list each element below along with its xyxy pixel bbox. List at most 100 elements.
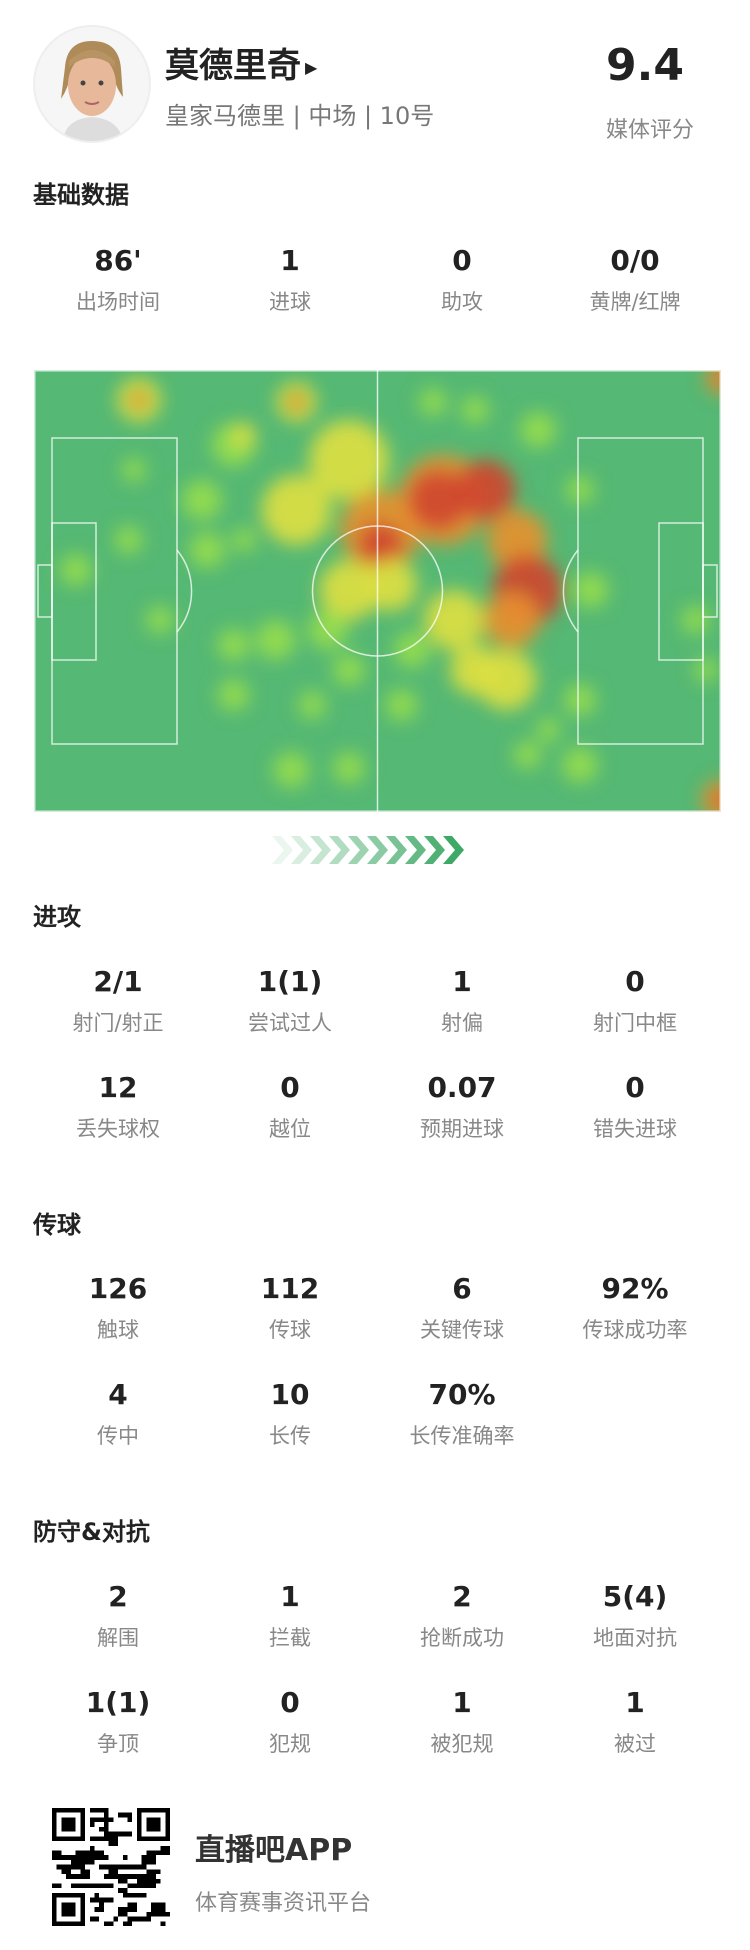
heat-spot xyxy=(146,606,174,634)
stat-value: 4 xyxy=(108,1378,128,1411)
stat-item: 1 拦截 xyxy=(204,1578,376,1652)
heat-spot xyxy=(365,559,417,611)
heat-spot xyxy=(713,792,721,808)
stat-value: 1 xyxy=(452,965,472,998)
stat-label: 争顶 xyxy=(97,1732,139,1756)
chevron-right-icon xyxy=(310,836,331,864)
stat-value: 1 xyxy=(625,1686,645,1719)
heat-spot xyxy=(455,460,516,520)
stat-value: 12 xyxy=(98,1071,138,1104)
stat-item: 112 传球 xyxy=(204,1270,376,1344)
stat-value: 126 xyxy=(88,1272,148,1305)
stat-value: 1 xyxy=(452,1686,472,1719)
stat-label: 被犯规 xyxy=(430,1732,494,1756)
stat-label: 丢失球权 xyxy=(76,1117,160,1141)
heat-spot xyxy=(189,532,226,568)
stat-item: 0 助攻 xyxy=(376,242,548,316)
section-title-passing: 传球 xyxy=(33,1211,81,1239)
stat-item: 0 射门中框 xyxy=(549,963,721,1037)
heat-spot xyxy=(288,394,305,410)
stat-item: 0 犯规 xyxy=(204,1684,376,1758)
stat-value: 2/1 xyxy=(93,965,143,998)
stat-value: 10 xyxy=(270,1378,310,1411)
stat-label: 错失进球 xyxy=(593,1117,677,1141)
app-slogan: 体育赛事资讯平台 xyxy=(195,1891,372,1916)
stat-value: 5(4) xyxy=(602,1580,668,1613)
stat-value: 0/0 xyxy=(610,244,660,277)
stat-value: 2 xyxy=(108,1580,128,1613)
stat-label: 解围 xyxy=(97,1626,139,1650)
stat-value: 86' xyxy=(94,244,142,277)
heat-spot xyxy=(261,475,332,545)
heat-spot xyxy=(232,528,256,552)
heat-spot xyxy=(217,679,250,711)
stat-value: 0 xyxy=(280,1686,300,1719)
heat-spot xyxy=(513,741,542,769)
heatmap-layer xyxy=(60,370,721,812)
heat-spot xyxy=(217,629,250,661)
stat-item: 12 丢失球权 xyxy=(32,1069,204,1143)
stat-item: 92% 传球成功率 xyxy=(549,1270,721,1344)
heat-spot xyxy=(419,388,447,416)
stat-label: 触球 xyxy=(97,1318,139,1342)
stat-value: 1 xyxy=(280,244,300,277)
heat-spot xyxy=(182,480,222,520)
stat-item: 5(4) 地面对抗 xyxy=(549,1578,721,1652)
heat-spot xyxy=(536,718,561,742)
heat-spot xyxy=(255,620,296,660)
stat-label: 抢断成功 xyxy=(420,1626,504,1650)
heat-spot xyxy=(333,654,365,686)
attack-direction-arrows xyxy=(272,836,464,864)
heat-spot xyxy=(562,747,598,783)
heat-spot xyxy=(319,560,379,620)
heat-spot xyxy=(564,684,596,716)
stat-value: 2 xyxy=(452,1580,472,1613)
stat-label: 进球 xyxy=(269,290,311,314)
heat-spot xyxy=(232,423,256,447)
stat-item: 4 传中 xyxy=(32,1376,204,1450)
heat-spot xyxy=(681,606,710,634)
heat-spot xyxy=(273,752,310,788)
heat-spot xyxy=(358,523,403,567)
stat-item: 1 被过 xyxy=(549,1684,721,1758)
player-name[interactable]: 莫德里奇 ▶ xyxy=(165,46,318,86)
stat-label: 犯规 xyxy=(269,1732,311,1756)
stat-label: 出场时间 xyxy=(76,290,160,314)
chevron-right-icon xyxy=(386,836,407,864)
heat-spot xyxy=(121,458,146,482)
stat-label: 传中 xyxy=(97,1424,139,1448)
chevron-right-icon xyxy=(291,836,312,864)
stat-item: 2 解围 xyxy=(32,1578,204,1652)
stat-item: 126 触球 xyxy=(32,1270,204,1344)
heat-spot xyxy=(60,554,92,586)
section-title-defense: 防守&对抗 xyxy=(33,1518,150,1546)
stat-item: 2 抢断成功 xyxy=(376,1578,548,1652)
stat-value: 112 xyxy=(260,1272,320,1305)
stat-value: 70% xyxy=(428,1378,496,1411)
heat-spot xyxy=(131,392,147,408)
stat-value: 1(1) xyxy=(257,965,323,998)
stat-item: 1 射偏 xyxy=(376,963,548,1037)
player-avatar xyxy=(33,25,151,143)
section-title-attack: 进攻 xyxy=(33,903,81,931)
stat-label: 长传准确率 xyxy=(409,1424,515,1448)
stat-item: 1 进球 xyxy=(204,242,376,316)
heat-spot xyxy=(298,691,327,719)
stat-value: 1 xyxy=(280,1580,300,1613)
stat-label: 传球成功率 xyxy=(582,1318,688,1342)
heat-spot xyxy=(408,470,469,530)
chevron-right-icon xyxy=(348,836,369,864)
stat-label: 黄牌/红牌 xyxy=(589,290,681,314)
stat-item: 6 关键传球 xyxy=(376,1270,548,1344)
stat-value: 92% xyxy=(601,1272,669,1305)
stat-value: 0 xyxy=(625,965,645,998)
chevron-right-icon xyxy=(272,836,293,864)
heat-spot xyxy=(566,476,594,504)
qr-code[interactable] xyxy=(52,1808,170,1926)
stat-item: 10 长传 xyxy=(204,1376,376,1450)
section-title-basic: 基础数据 xyxy=(33,181,129,209)
media-rating-label: 媒体评分 xyxy=(605,118,694,143)
stat-label: 射偏 xyxy=(441,1011,483,1035)
heat-spot xyxy=(114,526,143,554)
